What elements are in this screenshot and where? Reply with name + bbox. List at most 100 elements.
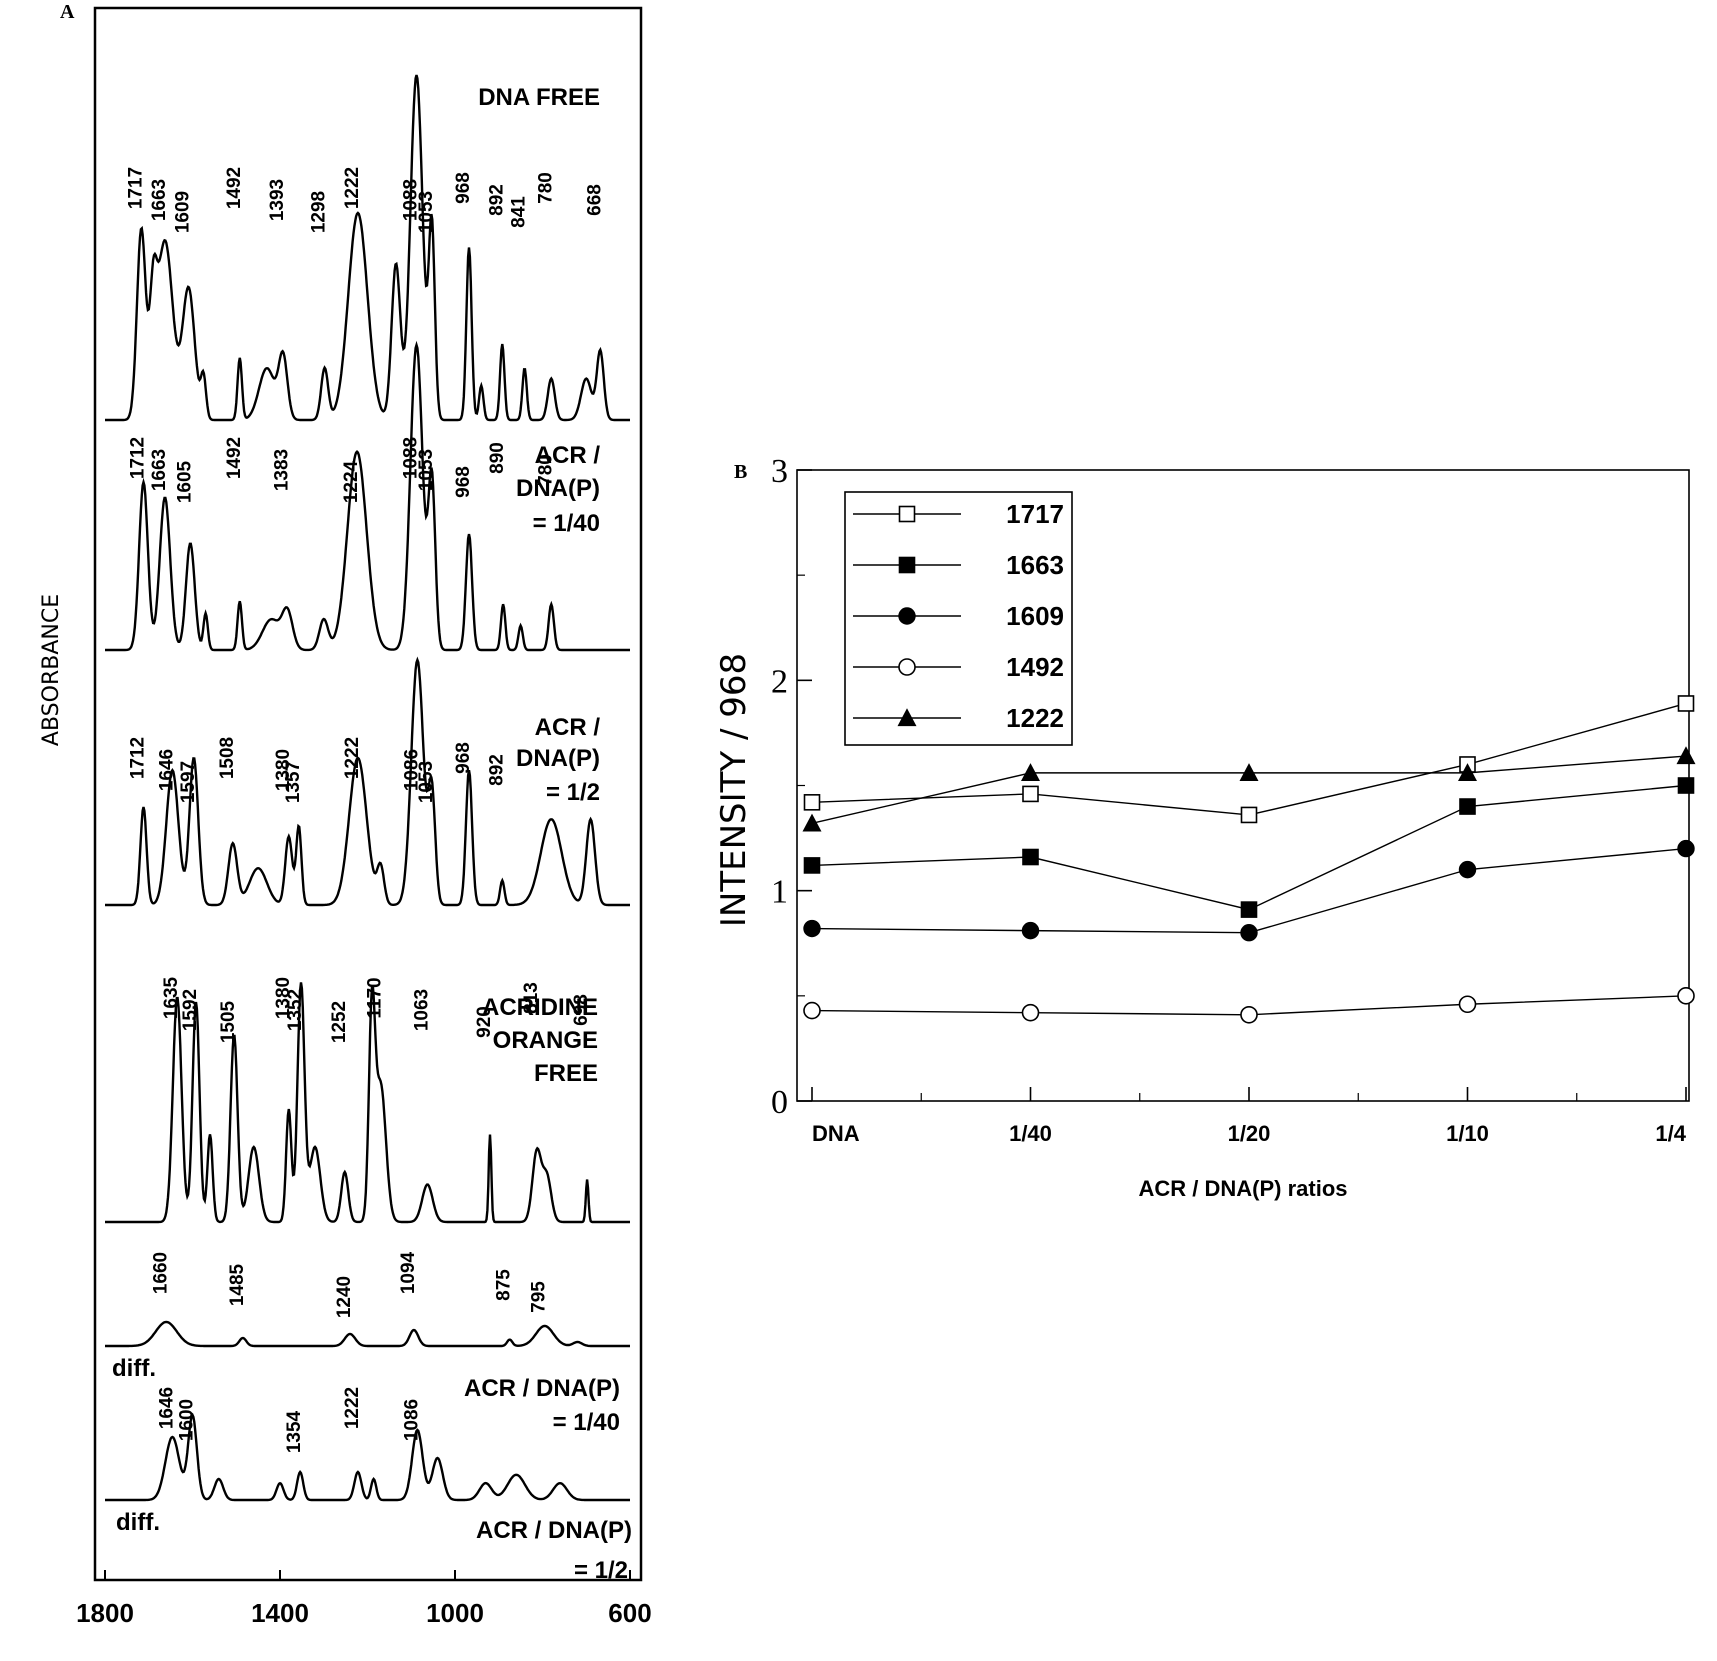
marker-filled-circle	[1021, 921, 1040, 940]
peak-label: 1600	[177, 1399, 198, 1441]
trace-label: ACR /	[535, 714, 601, 741]
legend-label: 1222	[1006, 703, 1064, 733]
legend-item: 1222	[853, 703, 1064, 733]
peak-label: 1609	[173, 191, 194, 233]
trace-label: ACR /	[535, 442, 601, 469]
peak-label: 1298	[309, 191, 330, 233]
peak-label: 1094	[398, 1251, 419, 1294]
legend-label: 1609	[1006, 601, 1064, 631]
spectrum-curve	[105, 982, 630, 1224]
legend-box	[844, 491, 1073, 746]
y-tick-label: 1	[771, 874, 788, 911]
x-tick-label: DNA	[812, 1121, 860, 1146]
peak-label: 1383	[271, 449, 292, 491]
y-tick-label: 2	[771, 663, 788, 700]
trace-label: diff.	[112, 1355, 156, 1382]
x-tick-label: 600	[608, 1598, 651, 1628]
peak-label: 1357	[283, 761, 304, 803]
panel-a-ir-spectra: A ABSORBANCE 1800 1400 1000 600 1717 1663 160…	[39, 1, 652, 1628]
peak-label: 1592	[180, 989, 201, 1031]
peak-label: 1597	[178, 761, 199, 803]
peak-label: 1492	[224, 437, 245, 479]
peak-label: 1508	[217, 737, 238, 779]
trace-label: = 1/40	[533, 510, 600, 537]
marker-filled-square	[1022, 848, 1039, 866]
peak-label: 1063	[411, 989, 432, 1031]
peak-label: 875	[494, 1269, 515, 1301]
peak-label: 920	[474, 1006, 495, 1038]
peak-label: 1646	[156, 1387, 177, 1429]
peak-label: 841	[509, 196, 530, 228]
marker-filled-circle	[1458, 860, 1477, 879]
marker-open-square	[1022, 785, 1039, 803]
peak-label: 698	[571, 994, 592, 1026]
peak-label: 780	[535, 454, 556, 486]
peak-label: 1660	[150, 1252, 171, 1294]
series-1222	[802, 746, 1696, 832]
x-tick-label: 1000	[426, 1598, 484, 1628]
trace-label: DNA(P)	[516, 745, 600, 772]
panel-b-legend: 1717 1663 1609 1492 1222	[844, 491, 1073, 746]
marker-open-circle	[1677, 987, 1695, 1005]
peak-label: 1222	[342, 167, 363, 209]
marker-filled-square	[898, 556, 916, 574]
legend-label: 1492	[1006, 652, 1064, 682]
panel-a-letter: A	[60, 1, 75, 23]
trace-label: DNA(P)	[516, 475, 600, 502]
peak-label: 1053	[416, 191, 437, 233]
peak-label: 1222	[342, 1387, 363, 1429]
trace-5: 1660 1485 1240 1094 875 795 diff. ACR / DNA(P) =…	[105, 1251, 630, 1436]
legend-item: 1492	[853, 652, 1064, 682]
legend-item: 1609	[853, 601, 1064, 631]
peak-label: 1605	[174, 460, 195, 503]
x-tick-label: 1/10	[1446, 1121, 1489, 1146]
trace-label: DNA FREE	[478, 84, 600, 111]
marker-open-circle	[1458, 995, 1477, 1014]
series-1492	[803, 987, 1695, 1024]
marker-filled-triangle	[1458, 763, 1477, 781]
peak-label: 813	[521, 982, 542, 1014]
marker-open-circle	[1240, 1005, 1258, 1024]
marker-filled-square	[803, 857, 821, 874]
peak-label: 1393	[267, 179, 288, 221]
peak-label: 1088	[401, 437, 422, 479]
panel-a-y-axis-label: ABSORBANCE	[39, 594, 64, 746]
legend-label: 1663	[1006, 550, 1064, 580]
peak-label: 1170	[365, 977, 386, 1018]
peak-label: 1380	[273, 977, 294, 1019]
x-tick-label: 1/4	[1655, 1121, 1686, 1146]
y-tick-label: 0	[771, 1084, 788, 1121]
peak-label: 892	[486, 184, 507, 216]
legend-item: 1717	[853, 499, 1064, 529]
x-tick-label: 1/40	[1009, 1121, 1052, 1146]
marker-filled-circle	[1677, 839, 1695, 858]
marker-filled-triangle	[1021, 763, 1040, 781]
peak-label: 1224	[341, 460, 362, 503]
trace-label: diff.	[116, 1509, 160, 1536]
peak-label: 1663	[149, 179, 170, 221]
marker-filled-triangle	[1239, 763, 1259, 781]
x-tick-label: 1/20	[1228, 1121, 1271, 1146]
peak-label: 1712	[128, 737, 149, 779]
marker-open-circle	[1021, 1003, 1040, 1022]
panel-b-intensity-chart: B INTENSITY / 968 ACR / DNA(P) ratios 0 1…	[714, 453, 1696, 1201]
marker-filled-square	[1240, 901, 1258, 918]
peak-label: 795	[529, 1281, 550, 1313]
peak-label: 1053	[416, 449, 437, 491]
marker-filled-circle	[1240, 924, 1258, 942]
spectrum-curve	[105, 74, 630, 422]
trace-label: = 1/40	[553, 1409, 620, 1436]
marker-filled-circle	[898, 607, 916, 625]
peak-label: 1086	[401, 1399, 422, 1441]
series-1609	[803, 839, 1695, 942]
trace-label: ACR / DNA(P)	[476, 1517, 632, 1544]
marker-filled-triangle	[802, 813, 822, 832]
peak-label: 1485	[227, 1263, 248, 1306]
panel-b-axes: 0 1 2 3 DNA 1/40 1/20 1/10 1/4	[771, 453, 1687, 1146]
trace-label: ACR / DNA(P)	[464, 1375, 620, 1402]
